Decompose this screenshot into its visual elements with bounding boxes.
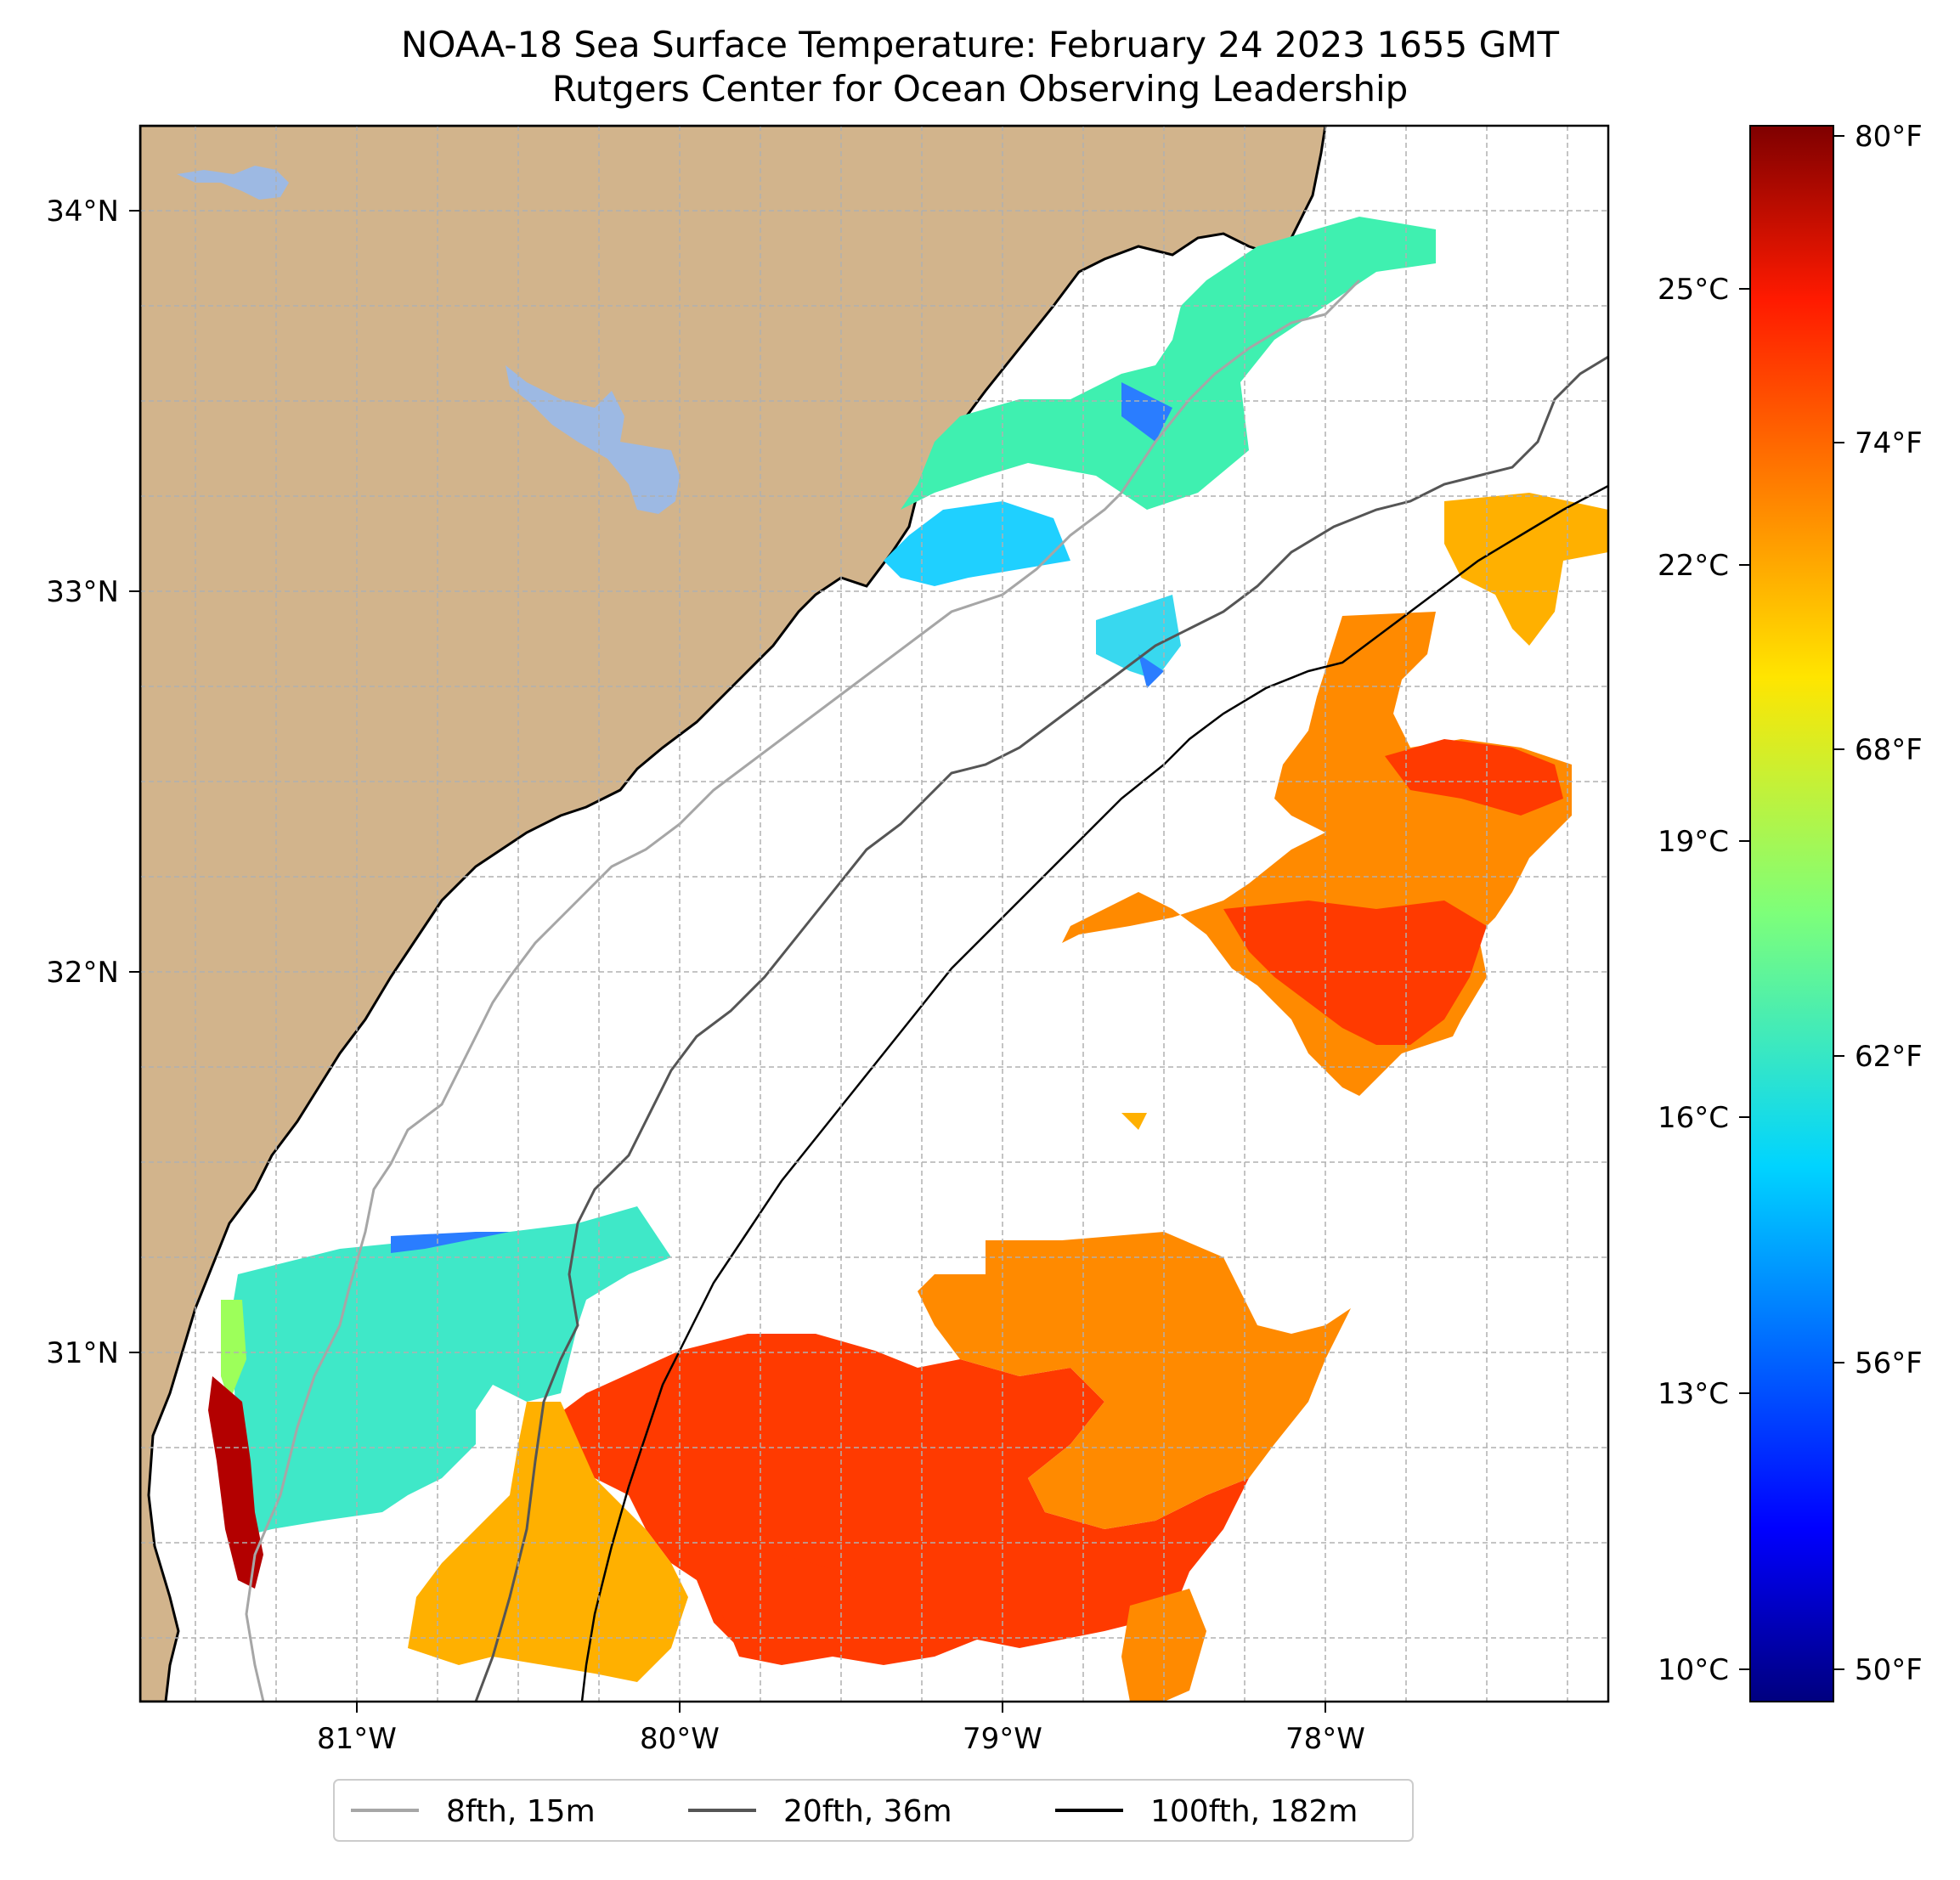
colorbar-fahrenheit-62: 62°F <box>1855 1040 1923 1074</box>
colorbar-celsius-16: 16°C <box>1658 1101 1729 1135</box>
colorbar-fahrenheit-74: 74°F <box>1855 426 1923 460</box>
colorbar-celsius-25: 25°C <box>1658 273 1729 307</box>
legend-label-8fth: 8fth, 15m <box>446 1794 596 1829</box>
colorbar-celsius-13: 13°C <box>1658 1377 1729 1411</box>
lon-label-80: 80°W <box>640 1722 720 1756</box>
colorbar-fahrenheit-80: 80°F <box>1855 120 1923 154</box>
colorbar: 25°C 22°C 19°C 16°C 13°C 10°C 80°F 74°F … <box>1658 120 1923 1702</box>
lon-ticks <box>356 1702 1326 1713</box>
map-frame <box>138 124 1610 1703</box>
lat-label-31: 31°N <box>46 1336 119 1370</box>
lon-label-79: 79°W <box>963 1722 1042 1756</box>
legend-label-100fth: 100fth, 182m <box>1150 1794 1358 1829</box>
sst-patches <box>208 217 1608 1702</box>
lat-label-34: 34°N <box>46 195 119 229</box>
graticule <box>140 126 1608 1702</box>
land-mass <box>140 126 1327 1702</box>
colorbar-gradient <box>1749 125 1834 1702</box>
lon-label-81: 81°W <box>317 1722 397 1756</box>
colorbar-fahrenheit-50: 50°F <box>1855 1653 1923 1687</box>
lon-label-78: 78°W <box>1285 1722 1365 1756</box>
lat-ticks <box>129 210 140 1353</box>
colorbar-fahrenheit-68: 68°F <box>1855 733 1923 767</box>
colorbar-celsius-10: 10°C <box>1658 1653 1729 1687</box>
legend-box <box>333 1779 1414 1842</box>
map-title: NOAA-18 Sea Surface Temperature: Februar… <box>400 24 1560 65</box>
legend-label-20fth: 20fth, 36m <box>783 1794 952 1829</box>
colorbar-celsius-22: 22°C <box>1658 549 1729 583</box>
colorbar-fahrenheit-56: 56°F <box>1855 1346 1923 1380</box>
isobath-20fth <box>474 355 1608 1702</box>
colorbar-celsius-19: 19°C <box>1658 825 1729 859</box>
map-panel <box>140 126 1608 1702</box>
lake-moultrie <box>506 365 680 514</box>
isobath-legend: 8fth, 15m 20fth, 36m 100fth, 182m <box>333 1779 1414 1842</box>
lake-marion <box>177 166 289 200</box>
map-subtitle: Rutgers Center for Ocean Observing Leade… <box>551 68 1409 110</box>
lat-label-32: 32°N <box>46 956 119 990</box>
lat-label-33: 33°N <box>46 575 119 609</box>
